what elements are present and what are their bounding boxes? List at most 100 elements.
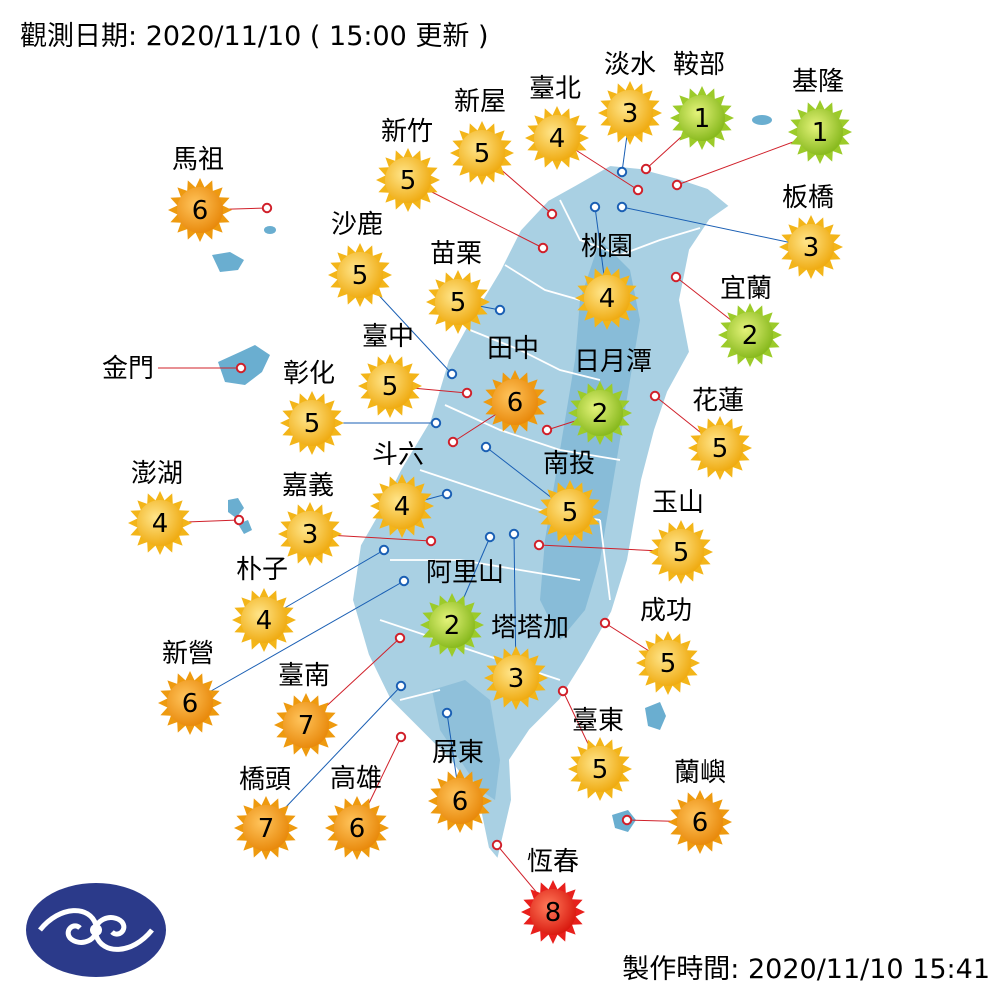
station-name: 臺中 (362, 322, 414, 352)
uv-value: 6 (349, 814, 366, 844)
leader-line (189, 580, 405, 704)
sun-icon[interactable]: 5 (649, 520, 713, 584)
station-dot[interactable] (430, 417, 442, 429)
sun-icon[interactable]: 2 (568, 381, 632, 445)
station-dot[interactable] (425, 535, 437, 547)
sun-icon[interactable]: 5 (358, 354, 422, 418)
station-dot[interactable] (446, 368, 458, 380)
sun-disc (385, 157, 431, 203)
station-dot[interactable] (491, 839, 503, 851)
sun-icon[interactable]: 5 (426, 270, 490, 334)
sun-icon[interactable]: 7 (234, 796, 298, 860)
station-dot[interactable] (632, 184, 644, 196)
station-dot[interactable] (599, 617, 611, 629)
sun-disc (727, 312, 773, 358)
sun-disc (429, 602, 475, 648)
station-name: 屏東 (432, 738, 484, 768)
station-dot[interactable] (640, 163, 652, 175)
sun-icon[interactable]: 6 (428, 769, 492, 833)
station-dot[interactable] (441, 488, 453, 500)
sun-icon[interactable]: 8 (521, 880, 585, 944)
station-dot[interactable] (394, 632, 406, 644)
sun-disc (367, 363, 413, 409)
sun-icon[interactable]: 3 (278, 502, 342, 566)
guishan-island (752, 115, 772, 125)
station-dot[interactable] (235, 362, 247, 374)
uv-value: 5 (400, 166, 417, 196)
station-dot[interactable] (398, 575, 410, 587)
station-dot[interactable] (261, 202, 273, 214)
uv-value: 8 (545, 898, 562, 928)
station-dot[interactable] (480, 441, 492, 453)
station-dot[interactable] (546, 208, 558, 220)
station-dot[interactable] (461, 387, 473, 399)
sun-icon[interactable]: 3 (779, 215, 843, 279)
station-dot[interactable] (533, 539, 545, 551)
uv-value: 3 (302, 520, 319, 550)
sun-icon[interactable]: 6 (325, 796, 389, 860)
station-dot[interactable] (447, 436, 459, 448)
station-dot[interactable] (541, 424, 553, 436)
sun-icon[interactable]: 6 (168, 178, 232, 242)
sun-icon[interactable]: 6 (668, 790, 732, 854)
station-dot[interactable] (621, 814, 633, 826)
station-dot[interactable] (649, 390, 661, 402)
station-dot[interactable] (233, 514, 245, 526)
sun-icon[interactable]: 5 (450, 121, 514, 185)
sun-icon[interactable]: 7 (274, 693, 338, 757)
station-dot[interactable] (484, 531, 496, 543)
sun-icon[interactable]: 5 (688, 416, 752, 480)
sun-icon[interactable]: 4 (525, 106, 589, 170)
sun-disc (493, 655, 539, 701)
sun-disc (577, 746, 623, 792)
sun-disc (437, 778, 483, 824)
sun-icon[interactable]: 5 (538, 480, 602, 544)
uv-value: 7 (298, 711, 315, 741)
produced-time: 製作時間: 2020/11/10 15:41 (622, 947, 990, 986)
sun-icon[interactable]: 1 (788, 100, 852, 164)
station-name: 成功 (640, 596, 692, 626)
sun-disc (577, 390, 623, 436)
sun-disc (435, 279, 481, 325)
sun-disc (658, 529, 704, 575)
uv-value: 3 (508, 664, 525, 694)
station-dot[interactable] (494, 304, 506, 316)
station-name: 恆春 (527, 847, 579, 877)
sun-icon[interactable]: 3 (484, 646, 548, 710)
produced-label: 製作時間: (622, 954, 740, 985)
station-dot[interactable] (537, 242, 549, 254)
sun-icon[interactable]: 4 (232, 588, 296, 652)
station-dot[interactable] (589, 201, 601, 213)
sun-icon[interactable]: 1 (670, 86, 734, 150)
sun-icon[interactable]: 4 (575, 266, 639, 330)
sun-disc (337, 252, 383, 298)
station-dot[interactable] (616, 166, 628, 178)
station-dot[interactable] (557, 685, 569, 697)
station-dot[interactable] (395, 680, 407, 692)
sun-icon[interactable]: 3 (598, 81, 662, 145)
station-dot[interactable] (508, 528, 520, 540)
sun-icon[interactable]: 6 (158, 671, 222, 735)
station-dot[interactable] (395, 731, 407, 743)
sun-icon[interactable]: 4 (370, 474, 434, 538)
sun-icon[interactable]: 5 (568, 737, 632, 801)
sun-icon[interactable]: 2 (718, 303, 782, 367)
station-dot[interactable] (671, 179, 683, 191)
sun-icon[interactable]: 5 (280, 391, 344, 455)
uv-value: 6 (182, 689, 199, 719)
station-name: 臺南 (278, 661, 330, 691)
sun-icon[interactable]: 5 (376, 148, 440, 212)
station-name: 新竹 (381, 117, 433, 147)
station-dot[interactable] (378, 544, 390, 556)
sun-disc (241, 597, 287, 643)
sun-icon[interactable]: 5 (636, 631, 700, 695)
station-dot[interactable] (670, 271, 682, 283)
county-borders (379, 199, 701, 701)
sun-icon[interactable]: 2 (420, 593, 484, 657)
uv-value: 5 (673, 538, 690, 568)
sun-icon[interactable]: 5 (328, 243, 392, 307)
station-dot[interactable] (616, 201, 628, 213)
sun-icon[interactable]: 4 (128, 491, 192, 555)
station-dot[interactable] (441, 707, 453, 719)
sun-icon[interactable]: 6 (483, 370, 547, 434)
